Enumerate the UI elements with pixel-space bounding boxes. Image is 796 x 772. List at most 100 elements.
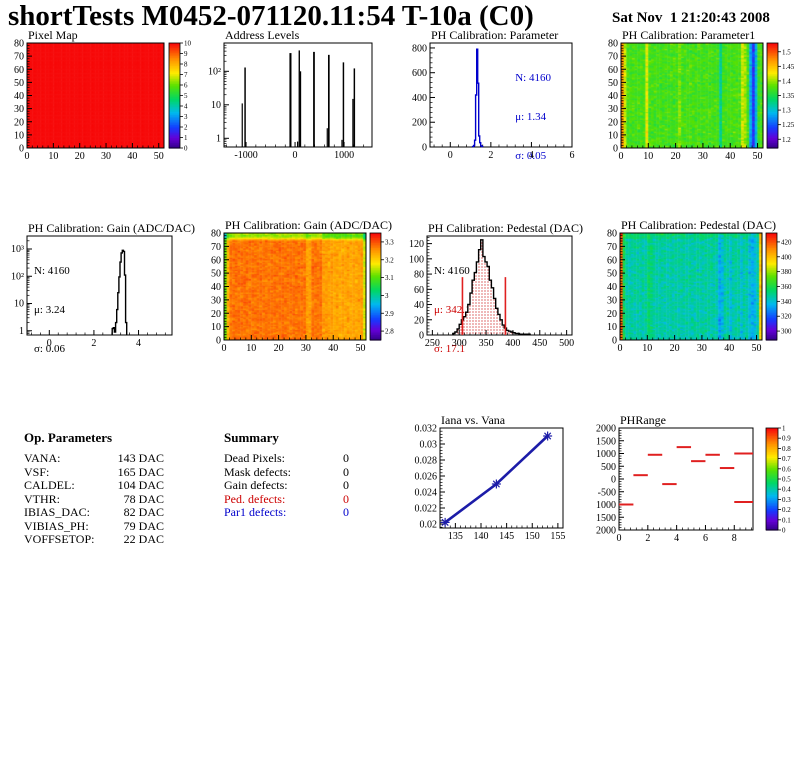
ph-parameter-plot: PH Calibration: Parameter N: 4160 μ: 1.3… xyxy=(400,28,600,170)
svg-text:0: 0 xyxy=(422,143,427,154)
summary-label: Dead Pixels: xyxy=(224,451,285,465)
svg-text:360: 360 xyxy=(781,283,792,291)
ph-parameter1-map-plot: PH Calibration: Parameter1 0 10 20 30 40 50 0 1… xyxy=(596,28,796,170)
op-param-row: VANA: 143 DAC xyxy=(24,451,164,466)
svg-text:20: 20 xyxy=(607,309,617,320)
svg-text:20: 20 xyxy=(274,343,284,354)
summary-value: 0 xyxy=(343,464,349,479)
svg-text:50: 50 xyxy=(154,151,164,162)
svg-text:30: 30 xyxy=(101,151,111,162)
gain-map-title: PH Calibration: Gain (ADC/DAC) xyxy=(225,218,392,232)
svg-text:10: 10 xyxy=(643,151,653,162)
svg-text:0.032: 0.032 xyxy=(415,424,438,435)
svg-text:8: 8 xyxy=(184,61,188,69)
gain-histogram-stats: N: 4160 μ: 3.24 σ: 0.06 xyxy=(34,239,70,382)
summary-row: Gain defects: 0 xyxy=(224,478,349,493)
phrange-title: PHRange xyxy=(620,413,666,427)
svg-text:70: 70 xyxy=(14,52,24,63)
pedestal-map-plot: PH Calibration: Pedestal (DAC) 0 10 20 30 40… xyxy=(596,218,796,358)
svg-text:4: 4 xyxy=(529,150,534,161)
svg-text:0.02: 0.02 xyxy=(420,520,438,531)
svg-text:1.4: 1.4 xyxy=(782,77,791,85)
svg-text:70: 70 xyxy=(608,52,618,63)
svg-text:0.022: 0.022 xyxy=(415,504,438,515)
svg-text:60: 60 xyxy=(607,255,617,266)
svg-text:2: 2 xyxy=(488,150,493,161)
svg-text:0.9: 0.9 xyxy=(782,435,791,443)
svg-text:1500: 1500 xyxy=(596,436,616,447)
svg-text:1.35: 1.35 xyxy=(782,92,795,100)
svg-text:0.4: 0.4 xyxy=(782,486,791,494)
op-param-value: 165 DAC xyxy=(117,464,164,479)
svg-text:3.3: 3.3 xyxy=(385,238,394,246)
svg-text:8: 8 xyxy=(732,533,737,544)
svg-text:150: 150 xyxy=(525,531,540,542)
op-param-value: 82 DAC xyxy=(123,505,164,519)
svg-text:20: 20 xyxy=(75,151,85,162)
address-levels-title: Address Levels xyxy=(225,28,300,42)
ph-parameter-title: PH Calibration: Parameter xyxy=(431,28,559,42)
gain_map-canvas xyxy=(224,233,366,340)
svg-text:420: 420 xyxy=(781,238,792,246)
stats-line-sigma: σ: 17.1 xyxy=(434,343,465,355)
op-param-row: CALDEL: 104 DAC xyxy=(24,478,164,493)
svg-text:10: 10 xyxy=(607,322,617,333)
svg-text:6: 6 xyxy=(184,82,188,90)
svg-text:0: 0 xyxy=(448,150,453,161)
op-param-label: VSF: xyxy=(24,464,50,479)
svg-text:0: 0 xyxy=(619,151,624,162)
svg-text:4: 4 xyxy=(674,533,679,544)
pixel-map-title: Pixel Map xyxy=(28,28,78,42)
svg-text:1: 1 xyxy=(782,425,786,433)
svg-text:3: 3 xyxy=(184,113,188,121)
svg-text:50: 50 xyxy=(607,269,617,280)
svg-text:6: 6 xyxy=(570,150,575,161)
svg-text:0: 0 xyxy=(613,144,618,155)
op-param-row: IBIAS_DAC: 82 DAC xyxy=(24,505,164,520)
svg-text:1: 1 xyxy=(184,134,188,142)
svg-text:10: 10 xyxy=(14,130,24,141)
svg-text:155: 155 xyxy=(550,531,565,542)
timestamp: Sat Nov 1 21:20:43 2008 xyxy=(612,10,770,26)
op-param-label: CALDEL: xyxy=(24,478,75,492)
summary-row: Par1 defects: 0 xyxy=(224,505,349,520)
svg-text:200: 200 xyxy=(412,118,427,129)
gain-histogram-plot: PH Calibration: Gain (ADC/DAC) N: 4160 μ… xyxy=(0,218,200,358)
svg-text:40: 40 xyxy=(14,91,24,102)
svg-text:2.8: 2.8 xyxy=(385,328,394,336)
summary-panel: Summary Dead Pixels: 0 Mask defects: 0 Gai… xyxy=(224,430,349,520)
svg-text:30: 30 xyxy=(211,295,221,306)
svg-text:40: 40 xyxy=(414,300,424,311)
gain-histogram-title: PH Calibration: Gain (ADC/DAC) xyxy=(28,221,195,235)
svg-text:4: 4 xyxy=(136,338,141,349)
op-param-label: VOFFSETOP: xyxy=(24,532,95,546)
svg-text:400: 400 xyxy=(781,253,792,261)
svg-text:320: 320 xyxy=(781,313,792,321)
svg-text:-1000: -1000 xyxy=(234,150,257,161)
op-param-row: VTHR: 78 DAC xyxy=(24,492,164,507)
svg-text:350: 350 xyxy=(479,338,494,349)
pedestal-map-title: PH Calibration: Pedestal (DAC) xyxy=(621,218,776,232)
svg-text:135: 135 xyxy=(448,531,463,542)
op-param-row: VIBIAS_PH: 79 DAC xyxy=(24,518,164,534)
summary-value: 0 xyxy=(343,478,349,492)
svg-text:40: 40 xyxy=(725,151,735,162)
svg-text:0: 0 xyxy=(782,527,786,535)
ped_map-canvas xyxy=(620,233,762,340)
svg-text:340: 340 xyxy=(781,298,792,306)
phrange-plot: PHRange 0 2 4 6 8 2000 1500 1000 500 0 -500 1000 150… xyxy=(596,410,796,550)
svg-text:0.1: 0.1 xyxy=(782,516,791,524)
svg-text:380: 380 xyxy=(781,268,792,276)
op-param-value: 143 DAC xyxy=(117,451,164,465)
op-param-label: VIBIAS_PH: xyxy=(24,518,89,533)
op-param-value: 79 DAC xyxy=(123,518,164,533)
svg-text:1000: 1000 xyxy=(596,500,616,511)
svg-text:500: 500 xyxy=(601,462,616,473)
page-title: shortTests M0452-071120.11:54 T-10a (C0) xyxy=(8,0,534,32)
svg-text:20: 20 xyxy=(414,315,424,326)
gain-map-plot: PH Calibration: Gain (ADC/DAC) 0 10 20 30 40… xyxy=(200,218,400,358)
svg-text:50: 50 xyxy=(211,269,221,280)
svg-text:50: 50 xyxy=(14,78,24,89)
svg-text:5: 5 xyxy=(184,92,188,100)
